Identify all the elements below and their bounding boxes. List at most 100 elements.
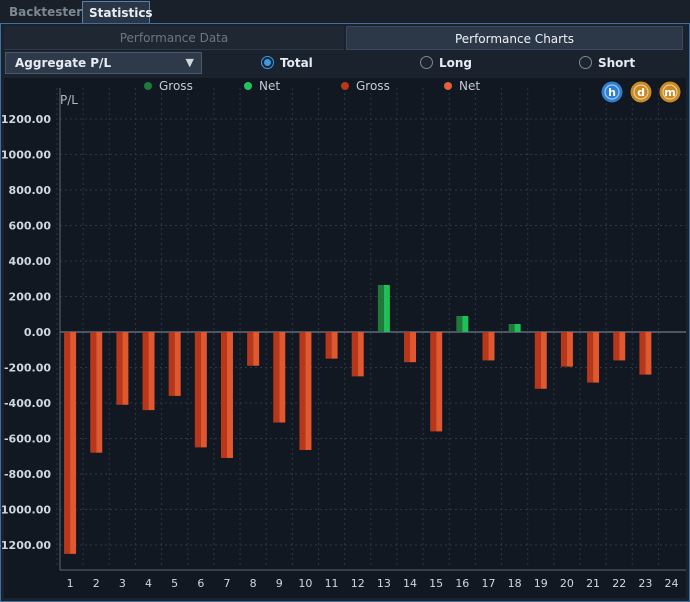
legend-label: Gross <box>356 79 390 93</box>
y-tick-label: 1200.00 <box>1 113 51 126</box>
bar-net <box>619 332 626 361</box>
y-tick-label: 400.00 <box>9 255 52 268</box>
bar-gross <box>613 332 620 361</box>
tab-statistics[interactable]: Statistics <box>82 1 153 23</box>
x-tick-label: 20 <box>560 577 574 590</box>
bar-net <box>331 332 338 359</box>
timeframe-m-button[interactable]: m <box>658 80 682 104</box>
y-tick-label: -600.00 <box>4 433 51 446</box>
x-tick-label: 8 <box>250 577 257 590</box>
chevron-down-icon: ▼ <box>185 56 194 69</box>
bar-net <box>410 332 417 363</box>
bar-gross <box>247 332 254 366</box>
radio-total-label: Total <box>280 56 313 70</box>
y-tick-label: 600.00 <box>9 220 52 233</box>
y-axis-label: P/L <box>60 93 78 107</box>
x-tick-label: 3 <box>119 577 126 590</box>
radio-long-label: Long <box>439 56 473 70</box>
bar-gross <box>560 332 567 367</box>
x-tick-label: 11 <box>325 577 339 590</box>
bar-gross <box>639 332 646 375</box>
x-tick-label: 6 <box>197 577 204 590</box>
x-tick-label: 18 <box>508 577 522 590</box>
y-tick-label: -1200.00 <box>0 539 51 552</box>
top-tab-bar: Backtester Statistics <box>0 0 690 24</box>
bar-gross <box>404 332 411 363</box>
y-tick-label: 0.00 <box>24 326 51 339</box>
radio-long-dot <box>420 56 433 69</box>
bar-net <box>200 332 207 448</box>
tab-backtester[interactable]: Backtester <box>9 5 83 19</box>
bar-net <box>174 332 181 396</box>
bar-gross <box>273 332 280 423</box>
legend-label: Gross <box>159 79 193 93</box>
y-tick-label: -800.00 <box>4 468 51 481</box>
bar-net <box>357 332 364 377</box>
bar-net <box>279 332 286 423</box>
y-tick-label: -400.00 <box>4 397 51 410</box>
bar-net <box>488 332 495 361</box>
bar-gross <box>64 332 71 554</box>
axes: 1200.00 1000.00 800.00 600.00 400.00 200.00 0.… <box>0 88 686 590</box>
bar-gross <box>325 332 332 359</box>
bar-net <box>462 316 469 332</box>
chart-controls: Aggregate P/L ▼ Total Long Short <box>0 50 690 78</box>
legend-swatch <box>144 82 152 90</box>
x-tick-label: 1 <box>67 577 74 590</box>
bar-gross <box>168 332 175 396</box>
bar-net <box>645 332 652 375</box>
x-tick-label: 10 <box>298 577 312 590</box>
x-tick-label: 16 <box>455 577 469 590</box>
bar-gross <box>534 332 541 389</box>
x-tick-label: 13 <box>377 577 391 590</box>
grid-lines <box>56 88 686 568</box>
bar-net <box>122 332 129 405</box>
bar-net <box>514 324 521 332</box>
timeframe-h-button[interactable]: h <box>600 80 624 104</box>
x-tick-label: 19 <box>534 577 548 590</box>
legend-swatch <box>341 82 349 90</box>
bar-gross <box>456 316 463 332</box>
x-tick-label: 23 <box>638 577 652 590</box>
bar-net <box>305 332 312 451</box>
svg-text:h: h <box>608 86 616 99</box>
bar-gross <box>299 332 306 451</box>
bar-gross <box>142 332 149 411</box>
radio-short-label: Short <box>598 56 636 70</box>
bar-net <box>148 332 155 411</box>
bar-gross <box>587 332 594 383</box>
bar-gross <box>90 332 97 453</box>
radio-total-dot <box>261 56 274 69</box>
bar-gross <box>116 332 123 405</box>
bar-gross <box>377 284 384 332</box>
x-tick-label: 4 <box>145 577 152 590</box>
bar-gross <box>508 324 515 332</box>
bar-gross <box>482 332 489 361</box>
x-tick-label: 12 <box>351 577 365 590</box>
y-tick-label: -200.00 <box>4 362 51 375</box>
bar-gross <box>194 332 201 448</box>
legend-swatch <box>244 82 252 90</box>
x-tick-label: 15 <box>429 577 443 590</box>
tab-performance-charts[interactable]: Performance Charts <box>346 26 683 50</box>
legend-label: Net <box>459 79 480 93</box>
x-tick-label: 24 <box>665 577 679 590</box>
svg-text:d: d <box>637 86 645 99</box>
refresh-icon <box>633 84 649 100</box>
timeframe-d-button[interactable]: d <box>629 80 653 104</box>
tab-performance-data[interactable]: Performance Data <box>4 26 344 50</box>
x-tick-label: 9 <box>276 577 283 590</box>
pl-bar-chart: 1200.00 1000.00 800.00 600.00 400.00 200.00 0.… <box>0 78 686 598</box>
x-tick-label: 2 <box>93 577 100 590</box>
chart-type-dropdown[interactable]: Aggregate P/L ▼ <box>5 52 202 74</box>
legend: Gross Net Gross Net <box>144 79 480 93</box>
bar-gross <box>430 332 437 432</box>
y-tick-label: -1000.00 <box>0 504 51 517</box>
bar-gross <box>351 332 358 377</box>
bar-net <box>593 332 600 383</box>
svg-text:m: m <box>664 86 675 99</box>
bar-net <box>70 332 77 554</box>
y-tick-label: 200.00 <box>9 291 52 304</box>
refresh-icon <box>662 84 678 100</box>
